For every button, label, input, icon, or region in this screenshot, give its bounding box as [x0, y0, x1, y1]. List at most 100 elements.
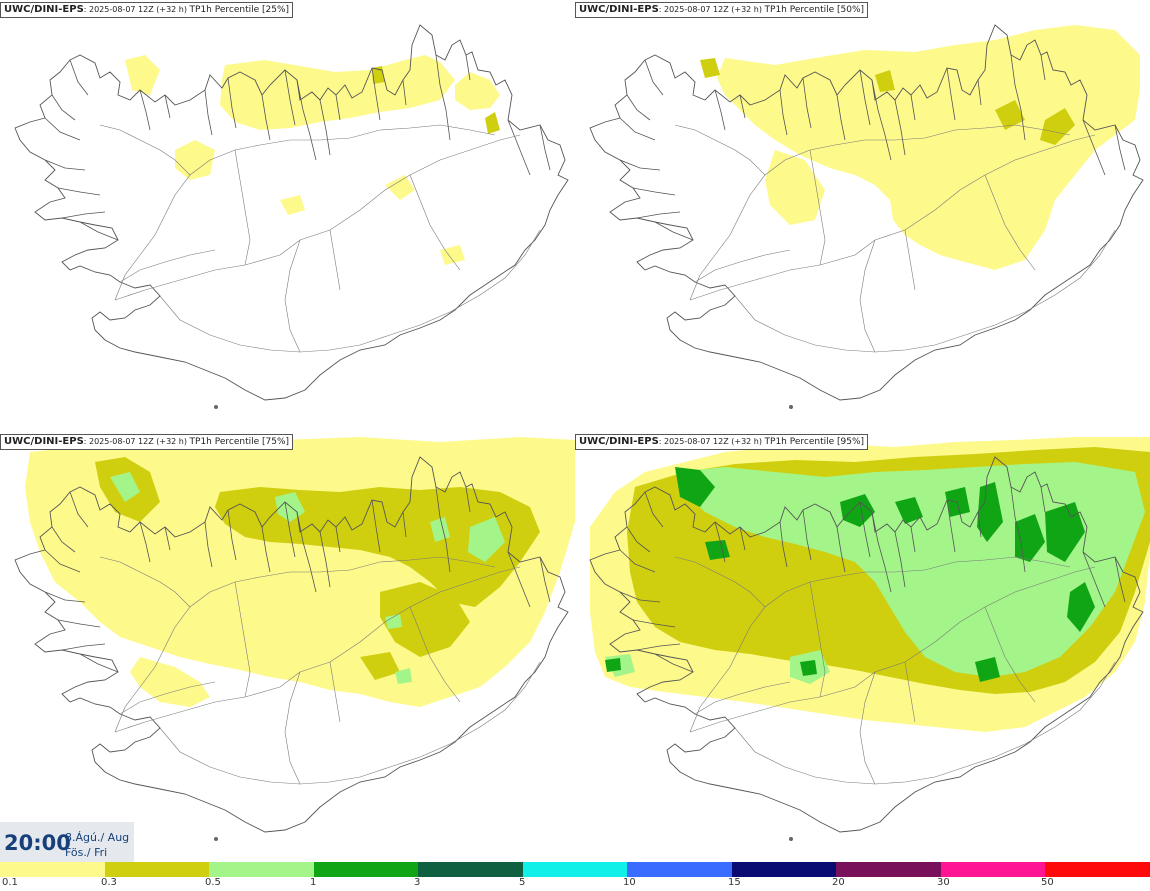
- fjord-line: [435, 486, 451, 573]
- fjord-line: [894, 99, 906, 156]
- fjord-line: [51, 94, 76, 121]
- road-line: [114, 124, 496, 301]
- precip-area: [995, 100, 1025, 130]
- precip-area: [875, 70, 895, 92]
- island-marker: [214, 405, 218, 409]
- valid-time-box: 20:00 8.Ágú./ Aug Fös./ Fri: [0, 822, 134, 862]
- color-scale-segment: [1045, 862, 1150, 877]
- precip-field: [125, 55, 500, 265]
- fjord-line: [51, 526, 76, 553]
- color-scale-segment: [313, 862, 419, 877]
- precip-area: [395, 668, 412, 684]
- fjord-line: [465, 54, 471, 81]
- fjord-line: [402, 79, 407, 106]
- fjord-line: [296, 511, 317, 593]
- island-marker: [789, 837, 793, 841]
- fjord-line: [261, 526, 271, 573]
- fjord-line: [654, 653, 694, 673]
- color-scale-segment: [0, 862, 105, 877]
- run-info: : 2025-08-07 12Z (+32 h): [83, 5, 190, 14]
- fjord-line: [44, 591, 86, 603]
- road-line: [409, 174, 461, 271]
- road-line: [99, 556, 191, 608]
- precip-area: [895, 497, 923, 524]
- model-name: UWC/DINI-EPS: [579, 436, 659, 447]
- road-line: [694, 681, 791, 715]
- fjord-line: [57, 619, 101, 628]
- road-line: [159, 229, 541, 353]
- color-scale-segment: [731, 862, 837, 877]
- fjord-line: [910, 526, 916, 553]
- color-scale-tick-label: 50: [1041, 877, 1054, 888]
- fjord-line: [654, 221, 694, 241]
- coastline: [14, 24, 569, 401]
- color-scale-tick-label: 30: [937, 877, 950, 888]
- road-line: [694, 249, 791, 283]
- precip-area: [765, 150, 825, 225]
- color-scale-segment: [940, 862, 1046, 877]
- fjord-line: [227, 77, 237, 129]
- field-name: TP1h Percentile [95%]: [764, 437, 865, 447]
- fjord-line: [61, 643, 106, 651]
- fjord-line: [779, 521, 788, 568]
- precip-area: [605, 658, 621, 672]
- road-line: [119, 681, 216, 715]
- fjord-line: [619, 117, 656, 141]
- fjord-line: [435, 54, 451, 141]
- iceland-map: [14, 437, 575, 841]
- road-line: [99, 124, 191, 176]
- road-line: [689, 124, 1071, 301]
- precip-area: [430, 517, 450, 542]
- map-panel-p95: UWC/DINI-EPS: 2025-08-07 12Z (+32 h) TP1…: [575, 432, 1150, 863]
- color-scale-ticks: 0.1 0.3 0.5 1 3 5 10 15 20 30 50: [0, 877, 1150, 891]
- fjord-line: [977, 79, 982, 106]
- precip-area: [130, 657, 210, 707]
- road-line: [984, 174, 1036, 271]
- fjord-line: [371, 67, 381, 121]
- road-line: [859, 239, 876, 353]
- map-panel-p25: UWC/DINI-EPS: 2025-08-07 12Z (+32 h) TP1…: [0, 0, 575, 431]
- island-marker: [214, 837, 218, 841]
- fjord-line: [714, 89, 726, 131]
- fjord-line: [539, 556, 551, 603]
- model-name: UWC/DINI-EPS: [4, 4, 84, 15]
- fjord-line: [910, 94, 916, 121]
- color-scale-tick-label: 1: [310, 877, 317, 888]
- valid-date: 8.Ágú./ Aug: [65, 831, 130, 844]
- fjord-line: [539, 124, 551, 171]
- fjord-line: [507, 119, 531, 176]
- fjord-line: [79, 653, 119, 673]
- fjord-line: [632, 619, 676, 628]
- fjord-line: [319, 531, 331, 588]
- fjord-line: [1040, 54, 1046, 81]
- fjord-line: [714, 521, 726, 563]
- road-line: [674, 124, 766, 176]
- fjord-line: [1010, 54, 1026, 141]
- fjord-line: [859, 69, 871, 126]
- fjord-line: [164, 94, 171, 119]
- road-line: [234, 581, 251, 698]
- coastline: [589, 456, 1144, 833]
- fjord-line: [946, 67, 956, 121]
- color-scale-segment: [627, 862, 732, 877]
- road-line: [674, 556, 766, 608]
- precip-area: [440, 245, 465, 265]
- fjord-line: [644, 59, 664, 96]
- island-marker: [789, 405, 793, 409]
- road-line: [329, 661, 341, 723]
- fjord-line: [632, 187, 676, 196]
- fjord-line: [79, 221, 119, 241]
- coastline: [589, 24, 1144, 401]
- road-line: [284, 671, 301, 785]
- panel-title: UWC/DINI-EPS: 2025-08-07 12Z (+32 h) TP1…: [0, 434, 294, 450]
- coastline: [14, 456, 569, 833]
- precip-area: [385, 175, 415, 200]
- precip-area: [175, 140, 215, 180]
- precip-area: [945, 487, 970, 517]
- fjord-line: [626, 526, 651, 553]
- fjord-line: [802, 509, 812, 561]
- fjord-line: [802, 77, 812, 129]
- fjord-line: [1114, 124, 1126, 171]
- panel-title: UWC/DINI-EPS: 2025-08-07 12Z (+32 h) TP1…: [575, 434, 869, 450]
- color-scale-tick-label: 3: [414, 877, 421, 888]
